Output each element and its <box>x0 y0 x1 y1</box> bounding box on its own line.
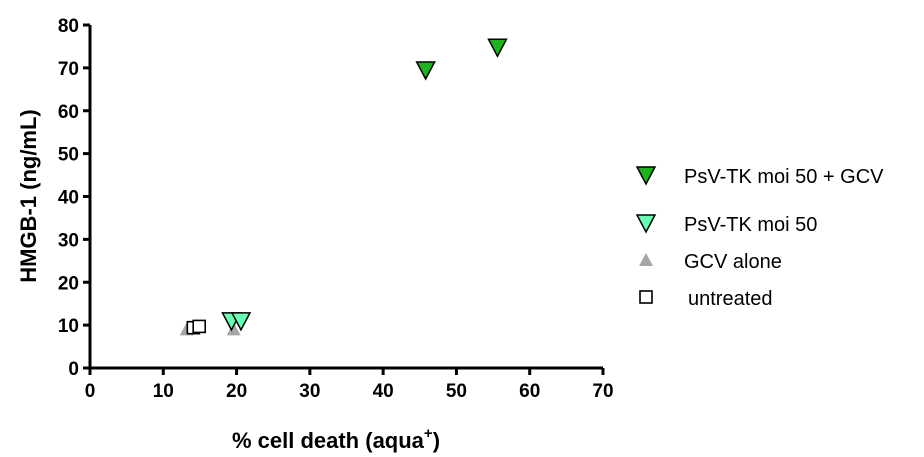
legend-label: GCV alone <box>684 251 782 273</box>
data-point <box>415 61 436 81</box>
data-points <box>179 38 508 336</box>
legend-label: PsV-TK moi 50 <box>684 214 817 236</box>
x-tick-label: 0 <box>85 381 96 402</box>
data-point <box>487 38 508 58</box>
legend-label: untreated <box>688 288 773 310</box>
data-point <box>230 312 252 332</box>
legend-item: PsV-TK moi 50 + GCV <box>635 166 884 188</box>
legend-item: untreated <box>639 288 773 310</box>
y-tick-label: 70 <box>58 59 79 80</box>
x-ticks: 0 10 20 30 40 50 60 70 <box>85 368 614 402</box>
legend-marker <box>639 253 653 266</box>
legend-label: PsV-TK moi 50 + GCV <box>684 166 884 188</box>
x-tick-label: 60 <box>519 381 540 402</box>
y-tick-label: 20 <box>58 273 79 294</box>
legend-item: GCV alone <box>639 251 782 273</box>
legend-item: PsV-TK moi 50 <box>635 214 817 236</box>
legend-marker <box>639 290 653 304</box>
y-ticks: 0 10 20 30 40 50 60 70 80 <box>58 16 90 380</box>
legend: PsV-TK moi 50 + GCV PsV-TK moi 50 GCV alon… <box>635 166 884 310</box>
x-tick-label: 50 <box>446 381 467 402</box>
data-point <box>192 319 206 334</box>
x-tick-label: 10 <box>153 381 174 402</box>
y-tick-label: 40 <box>58 188 79 209</box>
x-tick-label: 20 <box>226 381 247 402</box>
y-tick-label: 60 <box>58 102 79 123</box>
x-tick-label: 30 <box>299 381 320 402</box>
x-tick-label: 70 <box>592 381 613 402</box>
x-tick-label: 40 <box>373 381 394 402</box>
legend-marker <box>635 166 657 186</box>
y-tick-label: 30 <box>58 230 79 251</box>
y-tick-label: 80 <box>58 16 79 37</box>
y-tick-label: 50 <box>58 145 79 166</box>
y-tick-label: 0 <box>68 359 79 380</box>
x-axis-title: % cell death (aqua+) <box>232 425 440 453</box>
axes <box>88 25 603 370</box>
y-axis-title: HMGB-1 (ng/mL) <box>16 109 41 283</box>
data-point <box>226 322 241 336</box>
y-tick-label: 10 <box>58 316 79 337</box>
legend-marker <box>635 214 657 234</box>
